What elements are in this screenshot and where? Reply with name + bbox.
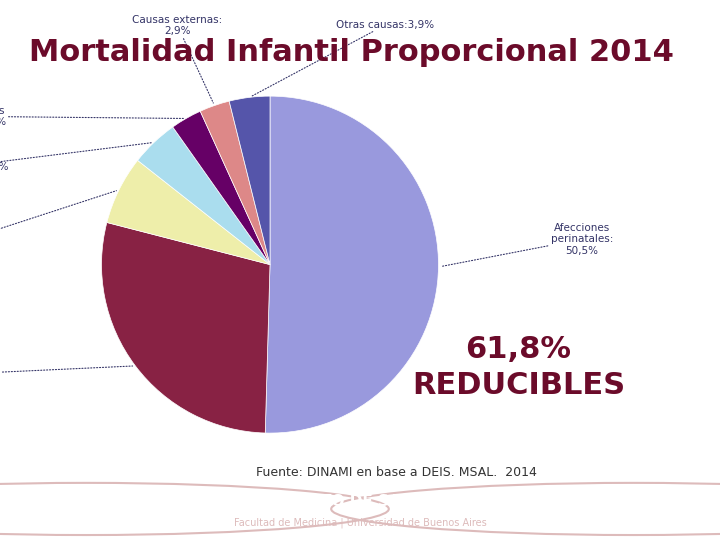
Text: Causas externas:
2,9%: Causas externas: 2,9%	[132, 15, 222, 103]
Text: Facultad de Medicina | Universidad de Buenos Aires: Facultad de Medicina | Universidad de Bu…	[233, 517, 487, 528]
Text: DEPARTAMENTO DE SALUD PÚBLICA: DEPARTAMENTO DE SALUD PÚBLICA	[207, 494, 513, 509]
Text: Afecciones
perinatales:
50,5%: Afecciones perinatales: 50,5%	[441, 222, 613, 266]
Wedge shape	[138, 127, 270, 265]
Wedge shape	[107, 160, 270, 265]
Text: Mortalidad Infantil Proporcional 2014: Mortalidad Infantil Proporcional 2014	[29, 38, 674, 67]
Wedge shape	[200, 101, 270, 265]
Wedge shape	[265, 96, 438, 433]
Text: Enfermedades
respiratorias:
6,6%: Enfermedades respiratorias: 6,6%	[0, 191, 117, 265]
Text: Enfermedades
infecciosas:3%: Enfermedades infecciosas:3%	[0, 105, 184, 127]
Text: 61,8%
REDUCIBLES: 61,8% REDUCIBLES	[412, 335, 625, 400]
Wedge shape	[229, 96, 270, 265]
Wedge shape	[102, 222, 270, 433]
Wedge shape	[173, 111, 270, 265]
Text: Otras causas:3,9%: Otras causas:3,9%	[252, 21, 433, 96]
Text: Mal definidas:4,6%: Mal definidas:4,6%	[0, 143, 151, 172]
Text: Malformaciones
congénitas:
28,6%: Malformaciones congénitas: 28,6%	[0, 357, 132, 391]
Text: Fuente: DINAMI en base a DEIS. MSAL.  2014: Fuente: DINAMI en base a DEIS. MSAL. 201…	[256, 466, 536, 479]
